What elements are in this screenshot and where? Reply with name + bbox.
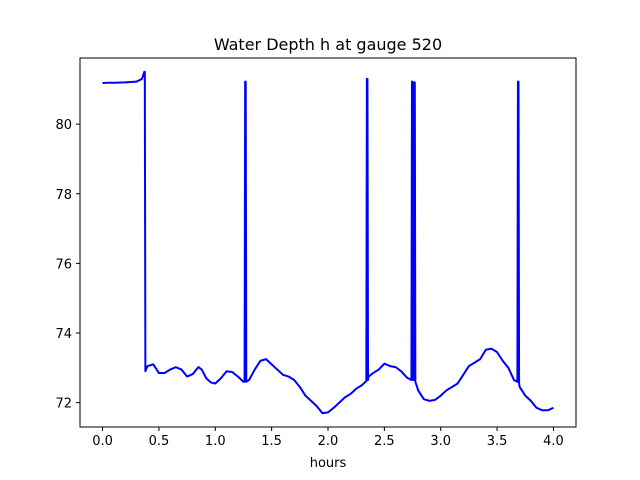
y-tick-label: 74 (55, 327, 72, 342)
x-tick-label: 2.0 (318, 434, 339, 449)
series-line-0 (102, 70, 554, 415)
x-tick-label: 1.0 (205, 434, 226, 449)
x-tick-label: 0.0 (92, 434, 113, 449)
chart-title: Water Depth h at gauge 520 (214, 35, 442, 54)
x-tick-label: 2.5 (374, 434, 395, 449)
plot-series (102, 70, 554, 415)
y-tick-label: 76 (55, 257, 72, 272)
x-axis: 0.0 0.5 1.0 1.5 2.0 2.5 3.0 3.5 4.0 (92, 427, 564, 449)
y-tick-label: 78 (55, 188, 72, 203)
x-axis-label: hours (310, 456, 347, 471)
y-tick-label: 80 (55, 118, 72, 133)
y-tick-label: 72 (55, 397, 72, 412)
x-tick-label: 0.5 (149, 434, 170, 449)
x-tick-label: 3.5 (487, 434, 508, 449)
x-tick-label: 4.0 (543, 434, 564, 449)
y-axis: 72 74 76 78 80 (55, 118, 80, 412)
x-tick-label: 1.5 (261, 434, 282, 449)
x-tick-label: 3.0 (430, 434, 451, 449)
